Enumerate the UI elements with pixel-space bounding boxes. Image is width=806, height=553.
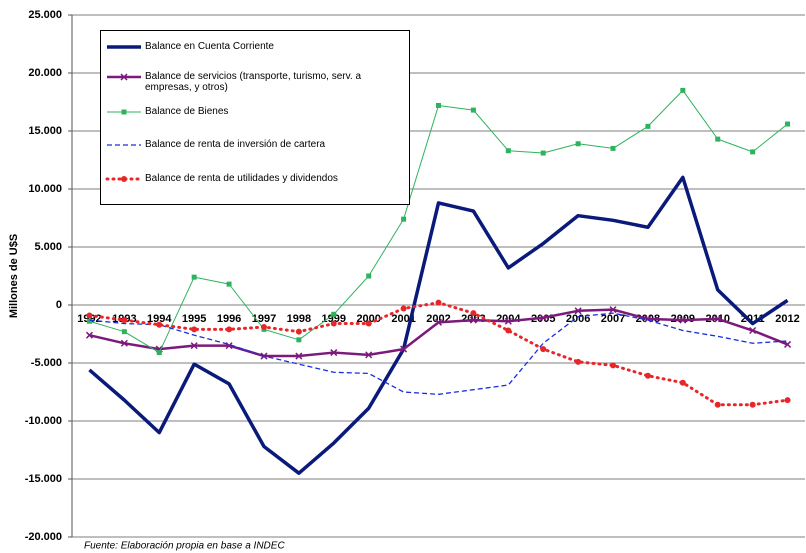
legend-swatch	[105, 176, 143, 182]
data-point	[714, 315, 722, 323]
data-point	[436, 102, 441, 108]
y-tick-label: 10.000	[28, 183, 62, 195]
series-line	[88, 175, 789, 475]
data-point	[365, 320, 372, 327]
y-tick-label: 0	[56, 299, 62, 311]
y-tick-label: 15.000	[28, 125, 62, 137]
data-point	[296, 337, 302, 343]
x-tick-label: 1995	[182, 313, 206, 325]
data-point	[120, 339, 128, 347]
data-point	[680, 87, 686, 93]
data-point	[121, 329, 127, 335]
legend-swatch	[107, 73, 141, 81]
x-tick-label: 1994	[147, 313, 172, 325]
data-point	[574, 307, 582, 315]
data-point	[156, 350, 162, 356]
legend-label: Balance en Cuenta Corriente	[145, 41, 274, 52]
y-axis-label: Millones de U$S	[8, 234, 20, 318]
x-tick-label: 2004	[496, 313, 521, 325]
data-point	[540, 346, 547, 353]
data-point	[575, 358, 582, 365]
legend: Balance en Cuenta Corriente Balance de se…	[100, 30, 410, 205]
data-point	[610, 362, 617, 369]
data-point	[679, 316, 687, 324]
y-tick-label: -10.000	[25, 415, 62, 427]
y-tick-label: -15.000	[25, 473, 62, 485]
legend-marker	[120, 73, 128, 81]
legend-label: Balance de renta de inversión de cartera	[145, 139, 326, 150]
data-point	[645, 123, 651, 129]
data-point	[226, 281, 232, 287]
y-tick-label: -20.000	[25, 531, 62, 543]
legend-swatch	[107, 144, 141, 146]
data-point	[86, 318, 92, 324]
data-point	[644, 372, 651, 379]
data-point	[400, 345, 408, 353]
data-point	[575, 141, 581, 147]
data-point	[190, 342, 198, 350]
data-point	[191, 326, 198, 333]
data-point	[714, 401, 721, 408]
data-point	[434, 318, 443, 326]
y-tick-label: 20.000	[28, 67, 62, 79]
data-point	[295, 352, 303, 360]
data-point	[191, 274, 197, 280]
data-point	[679, 379, 686, 386]
data-point	[750, 149, 756, 155]
legend-label: Balance de servicios (transporte, turism…	[145, 71, 362, 93]
data-point	[260, 324, 267, 331]
data-point	[156, 321, 163, 328]
data-point	[505, 327, 512, 334]
data-point	[401, 216, 407, 222]
data-point	[505, 148, 511, 154]
x-tick-label: 2006	[566, 313, 590, 325]
data-point	[749, 326, 757, 335]
y-tick-label: 25.000	[28, 9, 62, 21]
x-tick-label: 2007	[601, 313, 625, 325]
series-line	[89, 312, 788, 395]
data-point	[470, 310, 477, 317]
data-point	[400, 305, 407, 312]
data-point	[540, 150, 546, 156]
data-point	[749, 401, 756, 408]
legend-marker	[121, 176, 127, 182]
data-point	[330, 320, 337, 327]
data-point	[86, 312, 93, 319]
data-point	[785, 121, 791, 127]
data-point	[470, 107, 476, 113]
data-point	[784, 340, 792, 348]
source-note: Fuente: Elaboración propia en base a IND…	[84, 541, 285, 552]
data-point	[330, 349, 338, 357]
data-point	[121, 317, 128, 324]
data-point	[435, 299, 442, 306]
legend-swatch	[107, 109, 141, 115]
data-point	[366, 273, 372, 279]
data-point	[365, 351, 373, 359]
legend-label: Balance de Bienes	[145, 106, 229, 117]
data-point	[331, 311, 337, 317]
data-point	[226, 326, 233, 333]
data-point	[504, 317, 512, 325]
data-point	[609, 306, 617, 314]
x-tick-label: 1996	[217, 313, 241, 325]
data-point	[469, 316, 477, 324]
data-point	[784, 397, 791, 404]
data-point	[610, 145, 616, 151]
y-tick-label: -5.000	[31, 357, 62, 369]
data-point	[539, 314, 547, 322]
legend-swatch	[107, 45, 141, 49]
data-point	[85, 331, 93, 339]
data-point	[295, 328, 302, 335]
y-tick-label: 5.000	[34, 241, 62, 253]
legend-label: Balance de renta de utilidades y dividen…	[145, 173, 338, 184]
data-point	[715, 136, 721, 142]
x-tick-label: 2012	[775, 313, 799, 325]
legend-marker	[121, 109, 127, 115]
x-tick-label: 1999	[322, 313, 346, 325]
x-tick-label: 1998	[287, 313, 311, 325]
